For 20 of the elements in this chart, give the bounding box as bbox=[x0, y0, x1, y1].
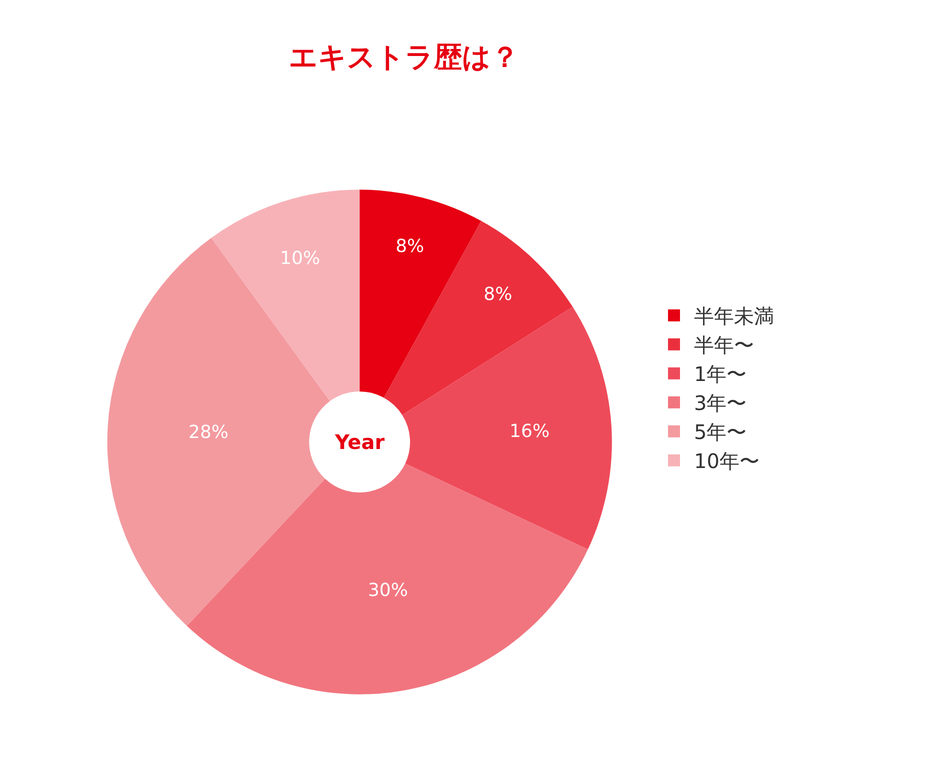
donut-slice bbox=[108, 238, 330, 626]
data-label: 28% bbox=[188, 422, 229, 443]
data-label: 8% bbox=[396, 236, 424, 257]
chart-title: エキストラ歴は？ bbox=[289, 40, 520, 74]
legend-label: 半年未満 bbox=[694, 304, 774, 328]
legend-label: 半年〜 bbox=[694, 333, 754, 358]
data-label: 16% bbox=[510, 420, 550, 442]
legend-label: 1年〜 bbox=[694, 362, 747, 386]
text: Year bbox=[334, 430, 385, 454]
data-label: 10% bbox=[280, 248, 320, 270]
donut-slice bbox=[186, 463, 588, 694]
donut-slice bbox=[360, 190, 482, 398]
legend-label: 3年〜 bbox=[694, 391, 747, 416]
donut-slice bbox=[384, 220, 573, 415]
donut-slice bbox=[402, 306, 612, 550]
legend-label: 5年〜 bbox=[694, 420, 747, 444]
data-label: 8% bbox=[484, 284, 512, 306]
legend-label: 10年〜 bbox=[694, 449, 760, 474]
data-label: 30% bbox=[368, 580, 408, 602]
donut-slice bbox=[211, 190, 360, 402]
